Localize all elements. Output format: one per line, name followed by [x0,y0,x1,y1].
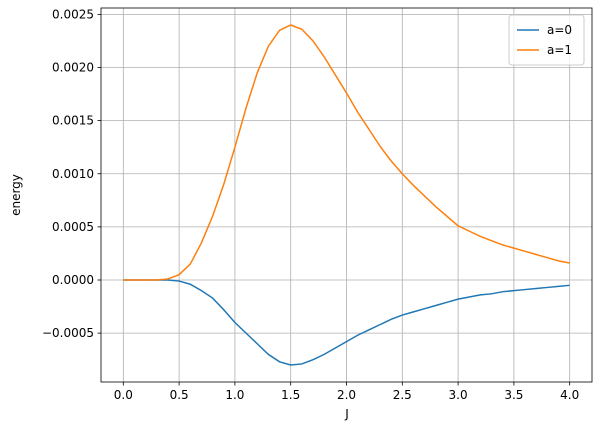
legend-label: a=1 [547,43,572,57]
line-series [123,24,570,281]
y-tick-label: 0.0020 [52,61,94,75]
y-tick-label: 0.0005 [52,220,94,234]
x-tick-label: 3.5 [504,388,523,402]
x-tick-label: 0.5 [170,388,189,402]
x-tick-label: 0.0 [114,388,133,402]
y-tick-label: 0.0000 [52,273,94,287]
line-series [123,279,570,366]
y-tick-label: 0.0010 [52,167,94,181]
x-tick-label: 4.0 [560,388,579,402]
x-tick-label: 1.5 [281,388,300,402]
x-tick-label: 2.0 [337,388,356,402]
y-tick-label: 0.0015 [52,114,94,128]
x-tick-label: 3.0 [449,388,468,402]
y-axis-label: energy [9,174,23,216]
plot-frame [100,7,593,383]
x-tick-label: 1.0 [225,388,244,402]
legend-box [508,14,585,66]
x-axis-label: J [344,407,349,421]
y-tick-label: 0.0025 [52,7,94,21]
y-tick-label: −0.0005 [42,326,94,340]
legend-label: a=0 [547,23,572,37]
x-tick-label: 2.5 [393,388,412,402]
